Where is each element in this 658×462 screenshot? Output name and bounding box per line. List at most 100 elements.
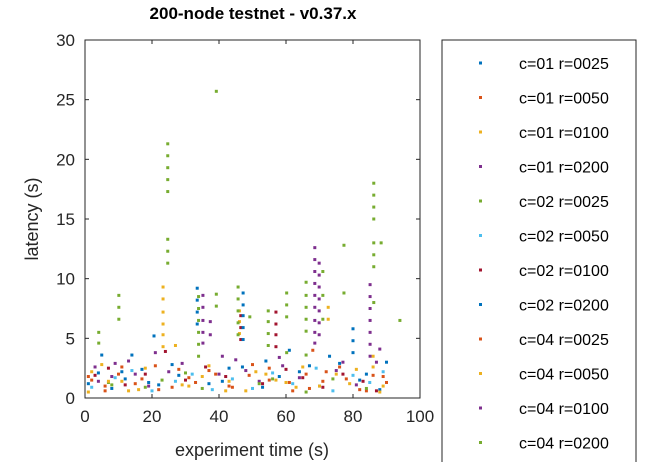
data-point-series-2 — [120, 379, 124, 383]
data-point-series-10 — [317, 333, 321, 337]
data-point-series-7 — [241, 314, 245, 318]
legend-item: c=04 r=0025 — [479, 332, 609, 349]
data-point-series-3 — [313, 258, 317, 262]
data-point-series-11 — [372, 241, 376, 245]
data-point-series-11 — [372, 181, 376, 185]
data-point-series-0 — [110, 386, 114, 390]
data-point-series-6 — [374, 389, 378, 393]
legend-item: c=04 r=0100 — [479, 401, 609, 418]
data-point-series-11 — [372, 301, 376, 305]
data-point-series-10 — [368, 283, 372, 287]
data-point-series-4 — [214, 89, 218, 93]
legend-marker — [479, 372, 482, 375]
data-point-series-2 — [86, 390, 90, 394]
data-point-series-1 — [227, 384, 231, 388]
data-point-series-1 — [133, 382, 137, 386]
data-point-series-11 — [266, 309, 270, 313]
legend-label: c=02 r=0200 — [519, 298, 609, 315]
legend-item: c=02 r=0200 — [479, 298, 609, 315]
data-point-series-8 — [267, 378, 271, 382]
legend-item: c=04 r=0200 — [479, 436, 609, 453]
data-point-series-10 — [341, 360, 345, 364]
data-point-series-8 — [385, 380, 388, 384]
data-point-series-1 — [90, 378, 94, 382]
data-point-series-3 — [234, 358, 238, 362]
data-point-series-5 — [90, 385, 94, 389]
data-point-series-9 — [318, 384, 321, 388]
data-point-series-3 — [167, 370, 171, 374]
data-point-series-6 — [341, 372, 345, 376]
legend-label: c=04 r=0050 — [519, 367, 609, 384]
data-point-series-11 — [321, 270, 325, 274]
data-point-series-8 — [157, 388, 161, 392]
legend-marker — [479, 337, 482, 341]
data-point-series-6 — [301, 376, 305, 380]
data-point-series-9 — [106, 379, 110, 383]
data-point-series-11 — [110, 383, 114, 387]
data-point-series-6 — [93, 373, 97, 377]
legend-label: c=01 r=0100 — [519, 125, 609, 142]
data-point-series-3 — [313, 281, 317, 285]
data-point-series-5 — [173, 379, 177, 383]
data-point-series-4 — [197, 307, 201, 310]
data-point-series-2 — [161, 322, 165, 326]
data-point-series-7 — [207, 382, 211, 386]
data-point-series-9 — [301, 365, 305, 369]
data-point-series-4 — [117, 305, 121, 309]
data-point-series-11 — [304, 317, 308, 321]
data-point-series-11 — [342, 243, 346, 247]
data-point-series-9 — [173, 343, 177, 347]
legend-item: c=01 r=0025 — [479, 56, 609, 73]
data-point-series-11 — [266, 320, 270, 324]
data-point-series-6 — [274, 322, 278, 326]
data-point-series-10 — [317, 273, 321, 277]
data-points — [86, 89, 402, 394]
data-point-series-7 — [147, 380, 151, 384]
data-point-series-4 — [236, 309, 240, 313]
data-point-series-8 — [321, 379, 325, 383]
data-point-series-11 — [266, 343, 270, 347]
data-point-series-9 — [334, 372, 338, 376]
legend-item: c=02 r=0050 — [479, 229, 609, 246]
legend-marker — [479, 61, 482, 65]
data-point-series-10 — [317, 321, 321, 325]
data-point-series-11 — [266, 332, 270, 336]
data-point-series-10 — [317, 309, 321, 313]
data-point-series-4 — [143, 385, 147, 389]
data-point-series-7 — [351, 327, 355, 331]
data-point-series-11 — [398, 318, 402, 322]
data-point-series-11 — [331, 377, 335, 381]
data-point-series-3 — [201, 341, 205, 345]
data-point-series-0 — [96, 371, 100, 375]
data-point-series-11 — [304, 305, 308, 309]
legend-label: c=02 r=0050 — [519, 229, 609, 246]
legend-item: c=01 r=0200 — [479, 160, 609, 177]
data-point-series-4 — [166, 237, 170, 241]
data-point-series-0 — [297, 370, 301, 374]
data-point-series-5 — [314, 366, 318, 370]
data-point-series-4 — [236, 321, 240, 325]
data-point-series-8 — [304, 372, 308, 376]
data-point-series-3 — [147, 384, 151, 388]
data-point-series-8 — [291, 389, 295, 393]
data-point-series-6 — [284, 367, 288, 371]
data-point-series-11 — [285, 291, 289, 295]
data-point-series-4 — [304, 390, 308, 394]
data-point-series-7 — [351, 339, 355, 343]
data-point-series-7 — [351, 351, 355, 355]
data-point-series-8 — [338, 365, 342, 369]
data-point-series-0 — [338, 361, 342, 365]
legend-marker — [479, 441, 482, 444]
data-point-series-11 — [304, 329, 308, 333]
data-point-series-0 — [220, 379, 224, 383]
legend-marker — [479, 406, 482, 410]
data-point-series-9 — [371, 354, 375, 358]
data-point-series-2 — [294, 385, 298, 389]
data-point-series-2 — [161, 345, 165, 349]
data-point-series-6 — [239, 314, 243, 318]
data-point-series-7 — [287, 348, 291, 352]
data-point-series-9 — [284, 380, 288, 384]
data-point-series-2 — [348, 382, 352, 386]
data-point-series-10 — [368, 330, 372, 334]
data-point-series-10 — [378, 347, 382, 351]
